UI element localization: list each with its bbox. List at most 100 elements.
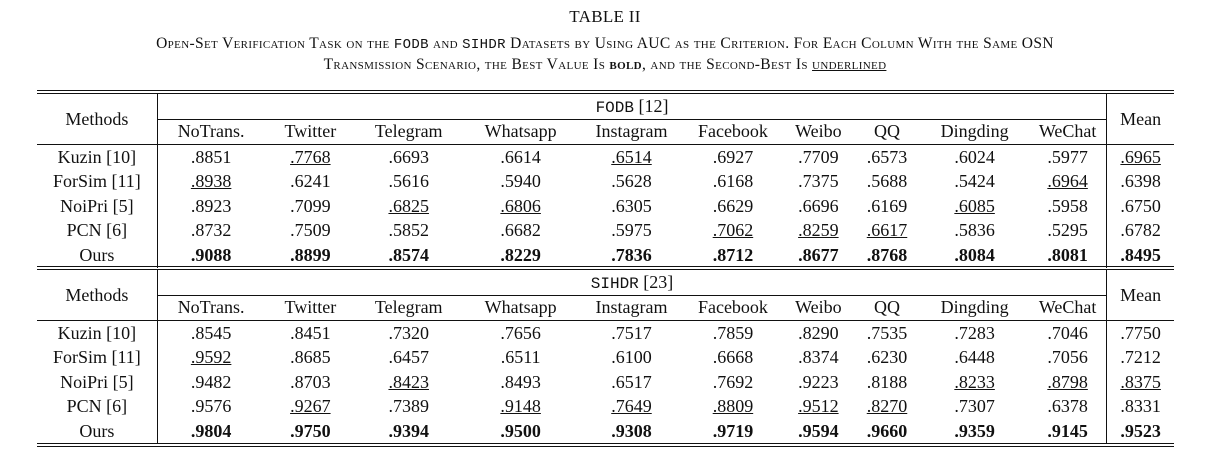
cell-value: .6668 xyxy=(712,347,754,368)
table-cell: .6573 xyxy=(853,144,921,170)
table-cell: .6511 xyxy=(461,346,580,371)
table-cell: .5975 xyxy=(580,219,683,244)
cell-value: .8703 xyxy=(290,371,331,392)
dataset-ref: [12] xyxy=(633,95,669,116)
cell-value: .8229 xyxy=(500,244,541,265)
table-cell: .8712 xyxy=(683,243,783,268)
cell-value: .7517 xyxy=(611,322,652,343)
cell-value: .8188 xyxy=(866,371,908,392)
mean-cell: .8375 xyxy=(1106,370,1174,395)
cell-value: .8081 xyxy=(1047,244,1088,265)
table-row: NoiPri [5] .8923 .7099 .6825 .6806 .6305 .6629… xyxy=(37,194,1174,219)
method-name: Kuzin [10] xyxy=(37,144,158,170)
method-name: NoiPri [5] xyxy=(37,194,158,219)
method-name: ForSim [11] xyxy=(37,169,158,194)
table-cell: .8229 xyxy=(461,243,580,268)
table-cell: .9359 xyxy=(920,419,1029,444)
cell-value: .8677 xyxy=(798,244,839,265)
column-header-dingding: Dingding xyxy=(940,121,1009,142)
table-cell: .6682 xyxy=(461,219,580,244)
table-cell: .5424 xyxy=(920,170,1029,195)
cell-value: .7836 xyxy=(611,244,652,265)
table-cell: .6378 xyxy=(1029,395,1107,420)
table-cell: .6617 xyxy=(854,219,921,244)
table-row: NoiPri [5] .9482 .8703 .8423 .8493 .6517 .7692… xyxy=(37,370,1174,395)
table-cell: .6305 xyxy=(580,194,683,219)
table-cell: .6085 xyxy=(920,194,1029,219)
table-cell: .5940 xyxy=(461,170,580,195)
mean-cell: .7212 xyxy=(1106,345,1174,370)
cell-value: .7283 xyxy=(954,322,995,343)
table-cell: .5616 xyxy=(356,170,461,195)
table-title: TABLE II xyxy=(569,7,641,26)
method-name: NoiPri [5] xyxy=(37,370,158,395)
cell-value: .5424 xyxy=(954,171,995,192)
table-cell: .9308 xyxy=(580,419,683,444)
table-cell: .7859 xyxy=(682,320,783,346)
cell-value: .6696 xyxy=(798,195,839,216)
cell-value: .8732 xyxy=(190,220,232,241)
table-row: ForSim [11] .9592 .8685 .6457 .6511 .6100 .666… xyxy=(37,345,1174,371)
cell-value: .9308 xyxy=(611,420,652,441)
table-cell: .8809 xyxy=(683,395,783,420)
table-cell: .6514 xyxy=(580,144,683,170)
table-cell: .6241 xyxy=(264,170,356,195)
table-cell: .9267 xyxy=(264,395,356,420)
mean-cell: .6398 xyxy=(1106,169,1174,194)
cell-value: .6511 xyxy=(500,347,541,368)
mean-value: .7750 xyxy=(1120,322,1161,343)
table-cell: .5628 xyxy=(580,170,683,195)
cell-value: .5295 xyxy=(1047,220,1088,241)
table-cell: .8188 xyxy=(854,370,921,395)
caption-bold-word: bold xyxy=(609,56,642,73)
table-cell: .6696 xyxy=(783,194,854,219)
mean-header: Mean xyxy=(1106,270,1174,321)
table-cell: .8685 xyxy=(264,346,356,371)
cell-value: .9148 xyxy=(500,396,541,417)
sihdr-results-table: Methods SIHDR [23] Mean NoTrans. Twitter Tele… xyxy=(37,270,1174,444)
mean-cell: .8331 xyxy=(1106,394,1174,419)
cell-value: .7099 xyxy=(290,195,331,216)
cell-value: .8423 xyxy=(388,371,429,392)
cell-value: .9719 xyxy=(712,420,754,441)
table-row: Kuzin [10] .8545 .8451 .7320 .7656 .7517 .7859… xyxy=(37,320,1174,346)
table-cell: .8798 xyxy=(1029,370,1107,395)
table-cell: .8677 xyxy=(783,243,854,268)
mean-value: .6782 xyxy=(1120,220,1161,241)
cell-value: .9592 xyxy=(190,347,232,368)
table-cell: .8451 xyxy=(264,320,357,346)
table-cell: .5295 xyxy=(1029,219,1107,244)
column-header-whatsapp: Whatsapp xyxy=(484,121,557,142)
table-cell: .8233 xyxy=(920,370,1029,395)
table-cell: .6024 xyxy=(920,144,1029,170)
cell-value: .9482 xyxy=(190,371,232,392)
column-header-weibo: Weibo xyxy=(795,297,842,318)
table-cell: .8259 xyxy=(783,219,854,244)
table-cell: .6629 xyxy=(683,194,783,219)
table-row: PCN [6] .8732 .7509 .5852 .6682 .5975 .7062 .82… xyxy=(37,218,1174,244)
cell-value: .8768 xyxy=(866,244,908,265)
bottom-rule-2 xyxy=(37,446,1174,447)
cell-value: .9145 xyxy=(1047,420,1088,441)
method-name: Ours xyxy=(37,243,158,268)
table-cell: .6100 xyxy=(580,346,683,371)
table-cell: .7692 xyxy=(683,370,783,395)
table-cell: .6806 xyxy=(461,194,580,219)
mean-cell: .6965 xyxy=(1106,144,1174,170)
cell-value: .5688 xyxy=(866,171,908,192)
table-cell: .7389 xyxy=(356,395,461,420)
table-cell: .7649 xyxy=(580,395,683,420)
column-header-twitter: Twitter xyxy=(284,121,337,142)
cell-value: .7535 xyxy=(866,322,908,343)
methods-header: Methods xyxy=(37,270,158,321)
cell-value: .9576 xyxy=(190,396,232,417)
cell-value: .6573 xyxy=(866,146,908,167)
table-caption: Open-Set Verification Task on the FODB a… xyxy=(0,34,1210,75)
method-name: ForSim [11] xyxy=(37,345,158,370)
table-cell: .6230 xyxy=(854,346,921,371)
cell-value: .7692 xyxy=(712,371,754,392)
mean-cell: .6750 xyxy=(1106,194,1174,219)
column-header-notrans: NoTrans. xyxy=(177,297,245,318)
cell-value: .5628 xyxy=(611,171,652,192)
dataset-ref: [23] xyxy=(638,271,674,292)
